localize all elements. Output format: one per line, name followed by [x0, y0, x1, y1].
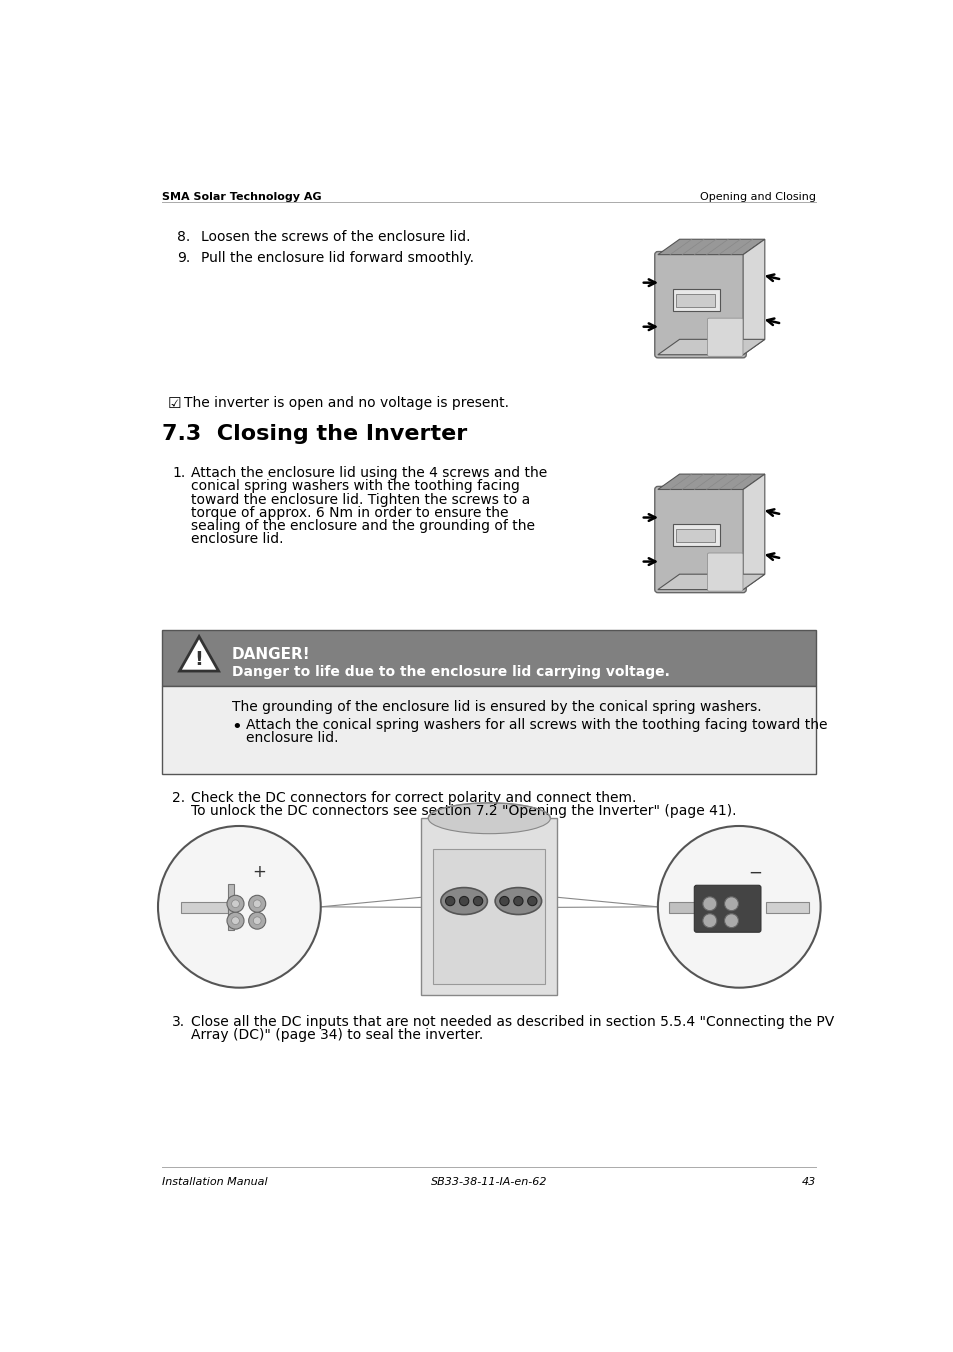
- Text: Array (DC)" (page 34) to seal the inverter.: Array (DC)" (page 34) to seal the invert…: [191, 1028, 482, 1042]
- Text: toward the enclosure lid. Tighten the screws to a: toward the enclosure lid. Tighten the sc…: [191, 492, 529, 507]
- Bar: [162, 685, 815, 775]
- Ellipse shape: [658, 826, 820, 988]
- Text: 7.3  Closing the Inverter: 7.3 Closing the Inverter: [162, 425, 467, 443]
- Polygon shape: [742, 239, 764, 354]
- Text: 8.: 8.: [177, 230, 191, 243]
- Circle shape: [702, 896, 716, 911]
- FancyBboxPatch shape: [654, 487, 745, 592]
- Text: Loosen the screws of the enclosure lid.: Loosen the screws of the enclosure lid.: [200, 230, 470, 243]
- Circle shape: [232, 900, 239, 907]
- Text: conical spring washers with the toothing facing: conical spring washers with the toothing…: [191, 480, 518, 493]
- Text: 43: 43: [801, 1178, 815, 1187]
- FancyBboxPatch shape: [707, 553, 742, 591]
- Ellipse shape: [158, 826, 320, 988]
- Circle shape: [723, 896, 738, 911]
- Circle shape: [232, 917, 239, 925]
- Ellipse shape: [495, 887, 541, 914]
- Ellipse shape: [428, 803, 550, 834]
- Text: enclosure lid.: enclosure lid.: [191, 531, 283, 546]
- Text: 2.: 2.: [172, 791, 185, 806]
- Polygon shape: [179, 637, 218, 671]
- Bar: [765, 902, 808, 913]
- FancyBboxPatch shape: [654, 251, 745, 358]
- Circle shape: [253, 900, 261, 907]
- Bar: [673, 289, 720, 311]
- Circle shape: [702, 914, 716, 927]
- Text: The inverter is open and no voltage is present.: The inverter is open and no voltage is p…: [184, 396, 509, 410]
- Circle shape: [227, 895, 244, 913]
- Circle shape: [249, 895, 266, 913]
- Ellipse shape: [440, 887, 487, 914]
- Bar: [228, 884, 233, 930]
- Text: 9.: 9.: [177, 250, 191, 265]
- Text: Danger to life due to the enclosure lid carrying voltage.: Danger to life due to the enclosure lid …: [232, 665, 669, 679]
- Text: torque of approx. 6 Nm in order to ensure the: torque of approx. 6 Nm in order to ensur…: [191, 506, 508, 519]
- Text: SMA Solar Technology AG: SMA Solar Technology AG: [162, 192, 321, 201]
- Circle shape: [513, 896, 522, 906]
- Text: •: •: [232, 718, 242, 737]
- Text: sealing of the enclosure and the grounding of the: sealing of the enclosure and the groundi…: [191, 519, 534, 533]
- FancyBboxPatch shape: [707, 318, 742, 357]
- Text: Attach the conical spring washers for all screws with the toothing facing toward: Attach the conical spring washers for al…: [245, 718, 826, 733]
- Bar: [433, 849, 545, 984]
- Bar: [669, 902, 700, 913]
- Text: Check the DC connectors for correct polarity and connect them.: Check the DC connectors for correct pola…: [191, 791, 636, 806]
- Bar: [162, 630, 815, 685]
- Text: DANGER!: DANGER!: [232, 648, 310, 662]
- Text: −: −: [747, 863, 760, 882]
- FancyBboxPatch shape: [694, 886, 760, 933]
- Text: The grounding of the enclosure lid is ensured by the conical spring washers.: The grounding of the enclosure lid is en…: [232, 700, 760, 714]
- Bar: [181, 902, 228, 913]
- Text: Opening and Closing: Opening and Closing: [700, 192, 815, 201]
- Polygon shape: [742, 475, 764, 589]
- Text: 3.: 3.: [172, 1014, 185, 1029]
- Circle shape: [723, 914, 738, 927]
- Polygon shape: [658, 575, 764, 589]
- Bar: [673, 523, 720, 546]
- Circle shape: [499, 896, 509, 906]
- Text: Installation Manual: Installation Manual: [162, 1178, 267, 1187]
- Bar: [675, 529, 715, 542]
- Text: +: +: [252, 863, 265, 882]
- Circle shape: [459, 896, 468, 906]
- Circle shape: [473, 896, 482, 906]
- Circle shape: [527, 896, 537, 906]
- Text: Close all the DC inputs that are not needed as described in section 5.5.4 "Conne: Close all the DC inputs that are not nee…: [191, 1014, 833, 1029]
- Circle shape: [249, 913, 266, 929]
- Text: 1.: 1.: [172, 466, 185, 480]
- Circle shape: [227, 913, 244, 929]
- Text: !: !: [194, 650, 203, 669]
- Text: Pull the enclosure lid forward smoothly.: Pull the enclosure lid forward smoothly.: [200, 250, 473, 265]
- Text: enclosure lid.: enclosure lid.: [245, 731, 337, 745]
- Text: To unlock the DC connectors see section 7.2 "Opening the Inverter" (page 41).: To unlock the DC connectors see section …: [191, 804, 736, 818]
- Text: Attach the enclosure lid using the 4 screws and the: Attach the enclosure lid using the 4 scr…: [191, 466, 546, 480]
- Bar: [421, 818, 557, 995]
- Polygon shape: [658, 339, 764, 354]
- Bar: [675, 295, 715, 307]
- Polygon shape: [658, 475, 764, 489]
- Circle shape: [253, 917, 261, 925]
- Text: ☑: ☑: [167, 396, 181, 411]
- Circle shape: [445, 896, 455, 906]
- Polygon shape: [658, 239, 764, 254]
- Text: SB33-38-11-IA-en-62: SB33-38-11-IA-en-62: [430, 1178, 547, 1187]
